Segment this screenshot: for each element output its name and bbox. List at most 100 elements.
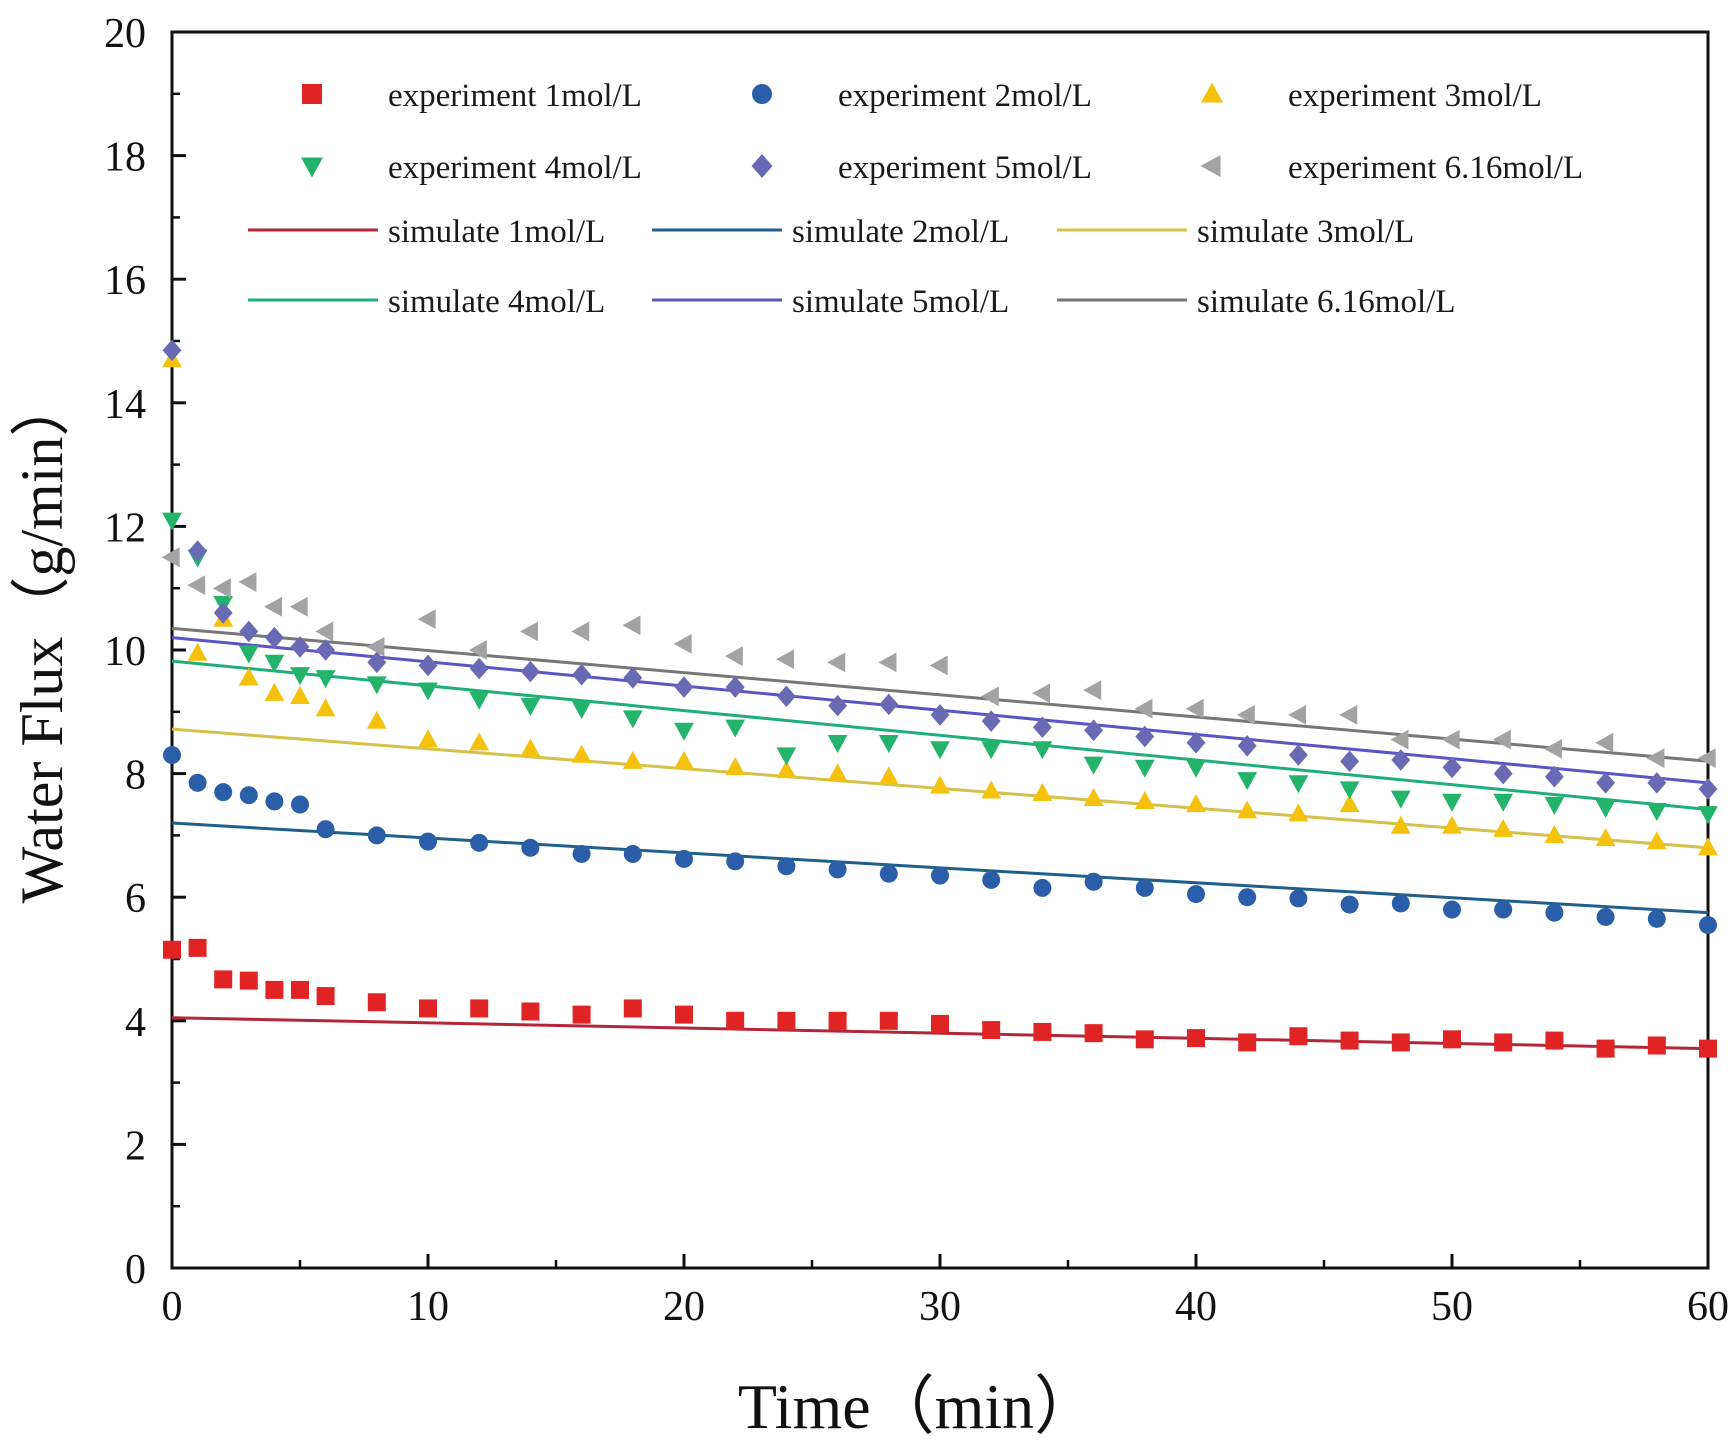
- data-point: [982, 1021, 1001, 1040]
- data-point: [1032, 741, 1053, 760]
- legend-symbol: [301, 157, 323, 178]
- data-point: [1646, 748, 1665, 769]
- data-point: [264, 626, 284, 649]
- data-point: [930, 741, 950, 760]
- data-point: [367, 993, 386, 1012]
- data-point: [981, 710, 1001, 732]
- data-point: [366, 676, 387, 695]
- data-point: [828, 1011, 847, 1030]
- data-point: [162, 339, 182, 362]
- experiment-series: [162, 339, 1718, 800]
- data-point: [1492, 729, 1511, 750]
- data-point: [289, 596, 308, 617]
- legend-label: simulate 4mol/L: [388, 284, 605, 320]
- data-point: [239, 786, 258, 805]
- data-point: [1288, 775, 1309, 794]
- data-point: [1647, 909, 1666, 928]
- data-point: [981, 741, 1002, 760]
- x-tick-label: 50: [1431, 1284, 1473, 1330]
- data-point: [1493, 762, 1513, 785]
- y-tick-label: 18: [104, 135, 146, 181]
- data-point: [213, 602, 233, 624]
- legend-symbol: [1201, 82, 1223, 103]
- data-point: [930, 704, 950, 726]
- y-tick-label: 6: [125, 876, 146, 922]
- data-point: [1595, 828, 1616, 847]
- data-point: [622, 710, 643, 729]
- data-point: [725, 676, 745, 698]
- data-point: [931, 866, 949, 885]
- data-point: [1237, 800, 1258, 819]
- data-point: [674, 750, 694, 769]
- data-point: [1288, 704, 1307, 725]
- data-point: [264, 596, 283, 617]
- legend-label: experiment 1mol/L: [388, 78, 642, 114]
- data-point: [981, 780, 1002, 799]
- data-point: [1083, 680, 1102, 701]
- data-point: [367, 651, 387, 674]
- data-point: [1442, 815, 1462, 834]
- data-point: [879, 864, 898, 883]
- data-point: [187, 575, 206, 596]
- data-point: [1544, 765, 1564, 788]
- data-point: [1390, 729, 1409, 750]
- data-point: [1545, 1031, 1564, 1050]
- data-point: [930, 775, 950, 794]
- data-point: [1544, 825, 1565, 844]
- data-point: [929, 655, 948, 676]
- legend-label: simulate 1mol/L: [388, 214, 605, 250]
- legend: experiment 1mol/L experiment 2mol/L experi…: [248, 78, 1583, 320]
- simulation-lines: [171, 626, 1709, 1051]
- data-point: [238, 645, 259, 664]
- data-point: [1288, 744, 1308, 766]
- data-point: [1443, 1030, 1461, 1049]
- data-point: [1340, 750, 1360, 773]
- data-point: [265, 792, 284, 811]
- data-point: [1084, 872, 1103, 891]
- data-point: [290, 686, 310, 704]
- data-point: [1134, 791, 1155, 810]
- data-point: [520, 697, 541, 716]
- data-point: [367, 826, 386, 845]
- data-point: [1084, 719, 1104, 742]
- data-point: [623, 667, 643, 689]
- data-point: [366, 710, 387, 729]
- x-tick-label: 30: [919, 1284, 961, 1330]
- data-point: [1697, 748, 1716, 769]
- data-point: [315, 621, 334, 642]
- data-point: [290, 636, 310, 658]
- data-point: [726, 1011, 745, 1030]
- legend-symbol: [1200, 155, 1221, 177]
- data-point: [366, 637, 385, 657]
- experiment-series: [163, 746, 1717, 935]
- data-point: [264, 654, 285, 673]
- data-point: [1237, 734, 1257, 757]
- data-point: [417, 609, 436, 629]
- data-point: [1647, 772, 1667, 794]
- data-point: [878, 766, 899, 785]
- legend-symbol: [751, 154, 773, 178]
- data-point: [1236, 704, 1255, 725]
- data-point: [470, 833, 489, 852]
- data-point: [1545, 903, 1564, 922]
- data-point: [622, 615, 641, 636]
- data-point: [291, 980, 309, 999]
- data-point: [675, 1005, 693, 1024]
- data-point: [1494, 900, 1513, 919]
- experiment-markers: [161, 339, 1718, 1058]
- experiment-series: [161, 547, 1716, 769]
- data-point: [187, 642, 208, 661]
- y-tick-label: 14: [104, 382, 146, 428]
- data-point: [1493, 793, 1514, 812]
- data-point: [1390, 790, 1411, 809]
- x-tick-label: 20: [663, 1284, 705, 1330]
- data-point: [418, 729, 438, 748]
- y-axis-label: Water Flux（g/min）: [9, 377, 75, 904]
- data-point: [1339, 781, 1360, 800]
- data-point: [827, 763, 848, 782]
- data-point: [290, 667, 310, 686]
- data-point: [1186, 794, 1206, 813]
- data-point: [1340, 1031, 1359, 1050]
- data-point: [776, 760, 797, 779]
- x-tick-label: 40: [1175, 1284, 1217, 1330]
